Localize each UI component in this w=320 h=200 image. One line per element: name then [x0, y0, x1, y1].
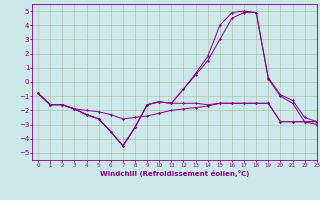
X-axis label: Windchill (Refroidissement éolien,°C): Windchill (Refroidissement éolien,°C) — [100, 170, 249, 177]
